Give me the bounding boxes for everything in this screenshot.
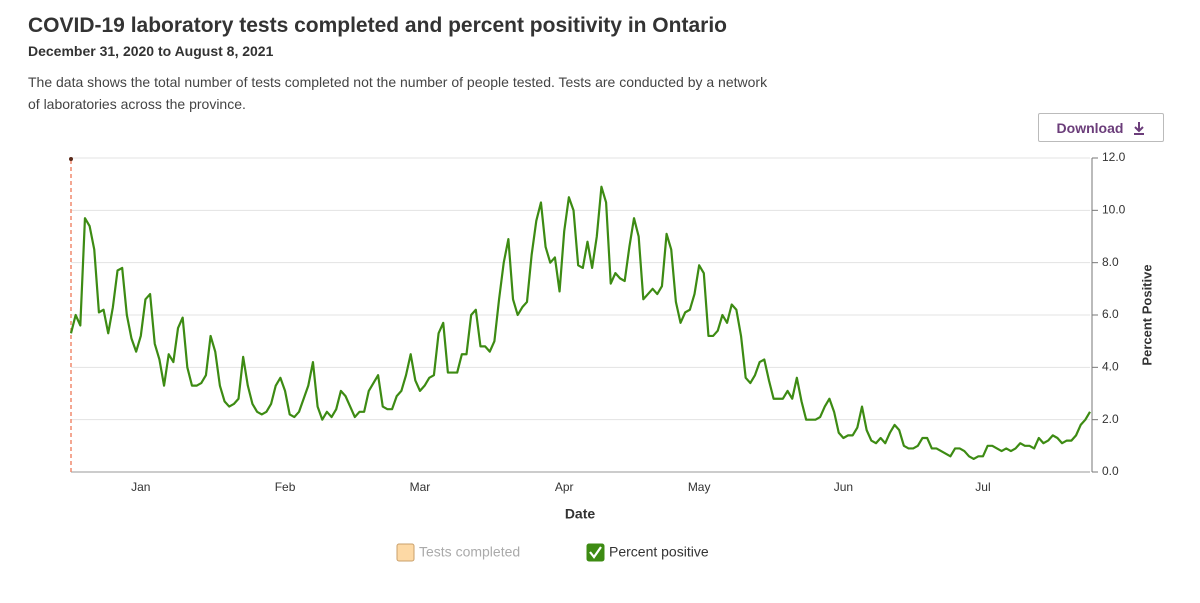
y2-tick-label: 10.0 [1102, 203, 1126, 217]
x-tick-label: Jun [834, 480, 853, 494]
description: The data shows the total number of tests… [28, 74, 768, 112]
x-axis-label: Date [565, 506, 596, 522]
x-tick-label: Feb [275, 480, 296, 494]
y2-tick-label: 8.0 [1102, 255, 1119, 269]
download-button[interactable]: Download [1038, 113, 1164, 142]
y2-tick-label: 2.0 [1102, 412, 1119, 426]
y-axis-label: Percent Positive [1139, 264, 1154, 365]
legend-swatch [396, 543, 415, 562]
download-icon [1134, 121, 1145, 135]
legend-item[interactable]: Tests completed [396, 543, 520, 562]
legend-check [589, 546, 602, 559]
x-tick-label: May [688, 480, 711, 494]
legend-label: Percent positive [609, 544, 709, 560]
legend-item[interactable]: Percent positive [586, 543, 709, 562]
legend-label: Tests completed [419, 544, 520, 560]
x-tick-label: Mar [410, 480, 431, 494]
download-label: Download [1056, 119, 1124, 136]
x-tick-label: Apr [555, 480, 574, 494]
y2-tick-label: 4.0 [1102, 360, 1119, 374]
x-tick-label: Jul [975, 480, 990, 494]
date-range: December 31, 2020 to August 8, 2021 [28, 43, 274, 59]
y2-tick-label: 0.0 [1102, 464, 1119, 478]
percent-positive-line [69, 185, 1091, 461]
start-marker-dot [69, 157, 73, 161]
x-tick-label: Jan [131, 480, 150, 494]
page-title: COVID-19 laboratory tests completed and … [28, 14, 727, 37]
y2-tick-label: 12.0 [1102, 150, 1126, 164]
y2-tick-label: 6.0 [1102, 307, 1119, 321]
